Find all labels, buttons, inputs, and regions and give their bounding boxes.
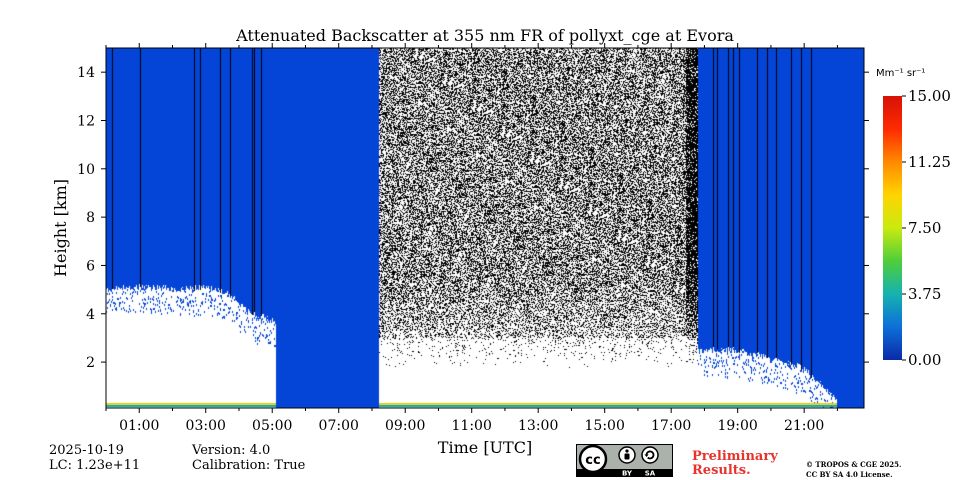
lc-label: LC: 1.23e+11 (49, 458, 141, 473)
x-tick-label: 21:00 (784, 418, 824, 434)
x-tick-label: 05:00 (252, 418, 292, 434)
y-tick-label: 8 (86, 210, 95, 226)
cc-icon (578, 445, 608, 474)
preliminary-line2: Results. (692, 463, 751, 478)
x-axis-label: Time [UTC] (438, 438, 532, 457)
sa-text: SA (645, 470, 656, 477)
colorbar-ticks: 0.00 3.75 7.50 11.25 15.00 (902, 87, 951, 369)
x-tick-label: 19:00 (717, 418, 757, 434)
heatmap-image (106, 48, 864, 408)
y-axis-label: Height [km] (51, 179, 70, 277)
y-tick-label: 4 (86, 307, 95, 323)
cc-license-badge: cc BY SA (576, 444, 673, 477)
cc-icon-text: cc (585, 453, 600, 468)
plot-frame (105, 47, 865, 409)
y-tick-label: 10 (77, 162, 95, 178)
y-tick-label: 6 (86, 258, 95, 274)
version-label: Version: 4.0 (192, 443, 271, 458)
y-axis-ticks: 2 4 6 8 10 12 14 (77, 65, 869, 371)
colorbar-tick-label: 3.75 (908, 285, 941, 303)
plot-area (106, 48, 864, 408)
x-tick-label: 15:00 (585, 418, 625, 434)
x-tick-label: 17:00 (651, 418, 691, 434)
x-tick-label: 07:00 (319, 418, 359, 434)
y-tick-label: 14 (77, 65, 95, 81)
y-tick-label: 12 (77, 113, 95, 129)
x-tick-label: 11:00 (452, 418, 492, 434)
preliminary-line1: Preliminary (692, 449, 778, 464)
colorbar-tick-label: 11.25 (908, 153, 951, 171)
date-label: 2025-10-19 (49, 443, 124, 458)
sa-icon (641, 446, 659, 464)
copyright-line1: © TROPOS & CGE 2025. (806, 460, 902, 469)
x-axis-ticks: 01:00 03:00 05:00 07:00 09:00 11:00 13:00 15:00… (105, 43, 838, 434)
x-tick-label: 03:00 (186, 418, 226, 434)
x-tick-label: 13:00 (518, 418, 558, 434)
colorbar-unit-label: Mm⁻¹ sr⁻¹ (876, 68, 925, 79)
y-tick-label: 2 (86, 355, 95, 371)
chart-title: Attenuated Backscatter at 355 nm FR of p… (235, 26, 734, 45)
colorbar (883, 96, 902, 360)
colorbar-tick-label: 0.00 (908, 351, 941, 369)
colorbar-tick-label: 15.00 (908, 87, 951, 105)
x-tick-label: 01:00 (119, 418, 159, 434)
colorbar-tick-label: 7.50 (908, 219, 941, 237)
by-text: BY (622, 470, 633, 477)
calibration-label: Calibration: True (192, 458, 306, 473)
copyright-line2: CC BY SA 4.0 License. (806, 470, 893, 479)
x-tick-label: 09:00 (385, 418, 425, 434)
